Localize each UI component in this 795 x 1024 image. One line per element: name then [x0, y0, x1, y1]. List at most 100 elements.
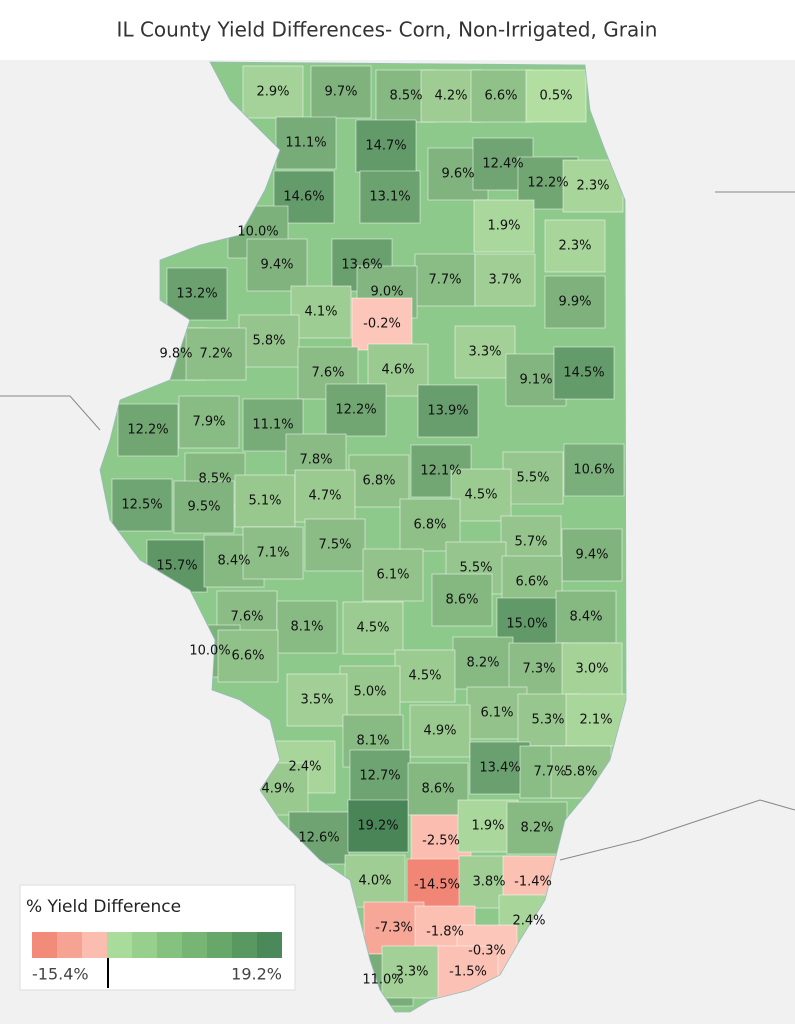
county-label: -0.3%	[468, 944, 506, 959]
county	[362, 548, 424, 602]
county-label: 10.6%	[573, 463, 614, 478]
county-label: 4.6%	[381, 363, 414, 378]
county	[242, 65, 304, 119]
county	[544, 275, 606, 329]
county-label: 7.6%	[230, 610, 263, 625]
county-label: 13.6%	[341, 258, 382, 273]
legend-min: -15.4%	[32, 965, 89, 984]
county	[185, 327, 247, 381]
county-label: 2.1%	[579, 713, 612, 728]
county	[466, 686, 528, 740]
legend-swatch	[207, 932, 232, 958]
state-borders	[0, 191, 795, 861]
county-label: 6.6%	[515, 575, 548, 590]
county-label: 6.1%	[480, 706, 513, 721]
county-label: 7.7%	[533, 765, 566, 780]
county	[525, 69, 587, 123]
county	[363, 901, 425, 955]
legend-swatch	[157, 932, 182, 958]
legend-swatch	[82, 932, 107, 958]
county-label: 2.4%	[512, 914, 545, 929]
county-label: 15.7%	[156, 559, 197, 574]
county-label: 12.7%	[359, 769, 400, 784]
county	[217, 629, 279, 683]
county-label: 12.6%	[298, 831, 339, 846]
county-label: 5.8%	[564, 765, 597, 780]
county	[178, 395, 240, 449]
county-label: -7.3%	[375, 921, 413, 936]
county-labels: 2.9% 9.7% 8.5% 4.2% 6.6% 0.5% 11.1% 14.7% 9.6% 12…	[121, 85, 614, 988]
county-label: 5.8%	[252, 334, 285, 349]
legend-swatch	[132, 932, 157, 958]
county-label: 12.2%	[127, 423, 168, 438]
county-label: 8.2%	[520, 821, 553, 836]
county	[555, 590, 617, 644]
county	[111, 478, 173, 532]
county	[506, 801, 568, 855]
county	[339, 665, 401, 719]
county-label: 2.9%	[256, 85, 289, 100]
county-label: 3.8%	[472, 875, 505, 890]
county	[242, 526, 304, 580]
county-label: 12.1%	[420, 464, 461, 479]
county-label: 8.5%	[389, 89, 422, 104]
legend-swatch	[257, 932, 282, 958]
county-label: 15.0%	[506, 617, 547, 632]
county-label: 7.2%	[199, 347, 232, 362]
county-label: 9.1%	[519, 373, 552, 388]
legend-title: % Yield Difference	[26, 897, 181, 917]
county	[381, 945, 443, 999]
county-label: 9.8%	[159, 347, 192, 362]
county	[553, 346, 615, 400]
county-label: 8.1%	[356, 734, 389, 749]
county-label: 9.4%	[575, 548, 608, 563]
county-label: 5.0%	[353, 685, 386, 700]
county-label: 13.9%	[427, 404, 468, 419]
county-label: 19.2%	[357, 819, 398, 834]
county-label: 6.8%	[413, 518, 446, 533]
legend-swatch	[232, 932, 257, 958]
county-label: 8.6%	[445, 593, 478, 608]
county-label: 11.0%	[362, 973, 403, 988]
county-label: 12.5%	[121, 498, 162, 513]
county-label: 3.7%	[488, 273, 521, 288]
legend-swatch	[57, 932, 82, 958]
legend-max: 19.2%	[231, 965, 282, 984]
county-label: 3.0%	[575, 662, 608, 677]
county-label: 8.4%	[569, 610, 602, 625]
county	[409, 704, 471, 758]
county-label: 14.5%	[563, 366, 604, 381]
county-label: 5.1%	[248, 494, 281, 509]
county	[544, 219, 606, 273]
county-label: -1.4%	[514, 875, 552, 890]
county-label: 7.1%	[256, 546, 289, 561]
county-label: 2.3%	[576, 179, 609, 194]
county-label: 9.4%	[260, 258, 293, 273]
county-label: -2.5%	[422, 834, 460, 849]
county	[359, 170, 421, 224]
county-label: 4.0%	[358, 874, 391, 889]
county	[344, 854, 406, 908]
county-label: 3.3%	[395, 965, 428, 980]
legend-swatch	[182, 932, 207, 958]
county	[417, 384, 479, 438]
county	[286, 673, 348, 727]
county	[290, 285, 352, 339]
county	[342, 601, 404, 655]
county	[454, 325, 516, 379]
county-label: 0.5%	[539, 89, 572, 104]
county	[561, 528, 623, 582]
county	[325, 383, 387, 437]
county	[275, 116, 337, 170]
county	[310, 65, 372, 119]
county-label: -0.2%	[363, 317, 401, 332]
county-label: 4.9%	[423, 724, 456, 739]
county-label: 9.0%	[370, 285, 403, 300]
county-label: 12.2%	[335, 403, 376, 418]
county-label: 4.5%	[408, 669, 441, 684]
county-label: 11.1%	[285, 136, 326, 151]
county-label: -1.5%	[449, 965, 487, 980]
county-label: 6.6%	[231, 649, 264, 664]
county-label: 2.3%	[558, 239, 591, 254]
county-label: 5.7%	[514, 535, 547, 550]
